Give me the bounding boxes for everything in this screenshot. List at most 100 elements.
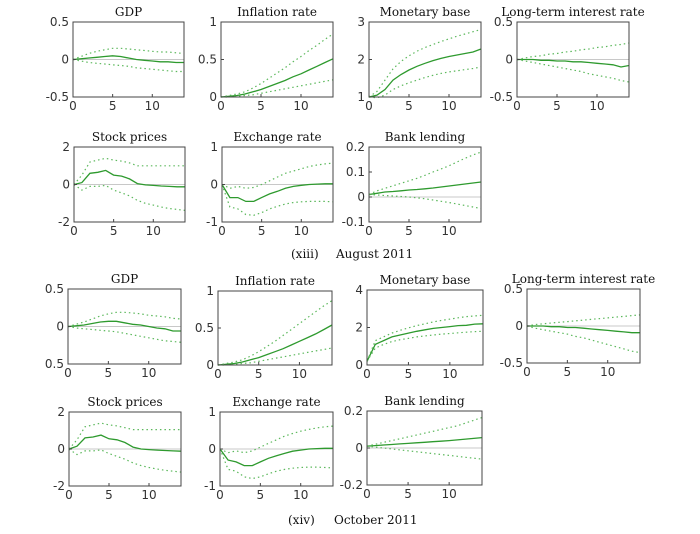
upper-band-line (67, 311, 182, 328)
panel-title: Stock prices (87, 395, 162, 409)
lower-band-line (221, 184, 334, 216)
y-tick-label: -1 (206, 215, 218, 229)
mean-response-line (221, 183, 333, 203)
y-tick-label: -0.5 (46, 90, 69, 104)
x-tick-label: 10 (442, 487, 457, 501)
panel-title: Inflation rate (237, 5, 317, 19)
x-tick-label: 5 (564, 365, 572, 379)
upper-band-line (217, 300, 333, 366)
panel-title: GDP (115, 5, 142, 19)
lower-band-line (366, 445, 483, 460)
y-tick-label: 0 (209, 90, 217, 104)
lower-band-line (526, 325, 641, 354)
lower-band-line (72, 58, 184, 73)
panel-title: GDP (111, 272, 138, 286)
x-tick-label: 0 (216, 488, 224, 502)
x-tick-label: 0 (363, 487, 371, 501)
mean-response-line (220, 58, 334, 98)
y-tick-label: 0 (355, 441, 363, 455)
y-tick-label: 2 (62, 140, 70, 154)
panel-title: Exchange rate (233, 130, 321, 144)
y-tick-label: 1 (210, 140, 218, 154)
x-tick-label: 0 (363, 367, 371, 381)
x-tick-label: 5 (258, 224, 266, 238)
y-tick-label: 1 (357, 90, 365, 104)
y-tick-label: 0.1 (346, 165, 365, 179)
y-tick-label: 0.5 (504, 282, 523, 296)
panel-monetary-base-august-2011: Monetary base 0 5 10 3 2 1 (357, 5, 482, 113)
y-tick-label: 0 (57, 442, 65, 456)
y-tick-label: 0 (210, 178, 218, 192)
x-tick-label: 5 (110, 224, 118, 238)
mean-response-line (73, 169, 185, 188)
mean-response-line (366, 323, 484, 362)
upper-band-line (366, 416, 483, 447)
mean-response-line (219, 447, 333, 467)
panel-title: Inflation rate (235, 274, 315, 288)
caption-label-xiii: (xiii) (291, 247, 319, 261)
mean-response-line (368, 181, 482, 196)
x-tick-label: 5 (105, 488, 113, 502)
upper-band-line (516, 42, 630, 61)
lower-band-line (516, 58, 630, 83)
upper-band-line (526, 314, 641, 327)
x-tick-label: 10 (141, 488, 156, 502)
y-tick-label: 0.5 (50, 15, 69, 29)
upper-band-line (220, 33, 334, 98)
y-tick-label: 0.2 (346, 140, 365, 154)
x-tick-label: 10 (292, 367, 307, 381)
mean-response-line (67, 320, 181, 332)
mean-response-line (72, 55, 184, 64)
panel-title: Bank lending (385, 130, 466, 144)
axes-frame (368, 21, 482, 98)
upper-band-line (368, 28, 482, 98)
y-tick-label: 0.5 (195, 321, 214, 335)
y-tick-label: -0.5 (490, 90, 513, 104)
y-tick-label: 0.5 (45, 282, 64, 296)
lower-band-line (218, 347, 333, 366)
y-tick-label: -1 (204, 479, 216, 493)
x-tick-label: 0 (365, 99, 373, 113)
x-tick-label: 10 (293, 99, 308, 113)
y-tick-label: 0.5 (494, 15, 513, 29)
mean-response-line (217, 324, 333, 366)
y-tick-label: 0 (208, 442, 216, 456)
axes-frame (366, 289, 484, 366)
panel-inflation-rate-august-2011: Inflation rate 0 5 10 1 0.5 0 (198, 5, 334, 113)
panel-title: Stock prices (92, 130, 167, 144)
x-tick-label: 5 (109, 99, 117, 113)
y-tick-label: 0 (61, 53, 69, 67)
caption-text-august-2011: August 2011 (335, 247, 413, 261)
y-tick-label: -2 (58, 215, 70, 229)
x-tick-label: 5 (257, 488, 265, 502)
x-tick-label: 5 (404, 487, 412, 501)
upper-band-line (366, 314, 484, 362)
x-tick-label: 5 (553, 99, 561, 113)
lower-band-line (73, 184, 186, 211)
y-tick-label: 4 (355, 283, 363, 297)
x-tick-label: 10 (441, 99, 456, 113)
upper-band-line (219, 425, 334, 454)
x-tick-label: 10 (600, 365, 615, 379)
lower-band-line (221, 79, 334, 98)
x-tick-label: 5 (257, 99, 265, 113)
x-tick-label: 10 (442, 367, 457, 381)
upper-band-line (221, 162, 334, 189)
x-tick-label: 5 (105, 366, 113, 380)
caption-label-xiv: (xiv) (288, 513, 315, 527)
panel-title: Bank lending (384, 394, 465, 408)
x-tick-label: 10 (294, 224, 309, 238)
y-tick-label: 2 (355, 321, 363, 335)
y-tick-label: 1 (206, 284, 214, 298)
x-tick-label: 0 (217, 99, 225, 113)
axes-frame (217, 290, 333, 366)
panel-title: Long-term interest rate (501, 5, 644, 19)
x-tick-label: 0 (513, 99, 521, 113)
x-tick-label: 0 (218, 224, 226, 238)
